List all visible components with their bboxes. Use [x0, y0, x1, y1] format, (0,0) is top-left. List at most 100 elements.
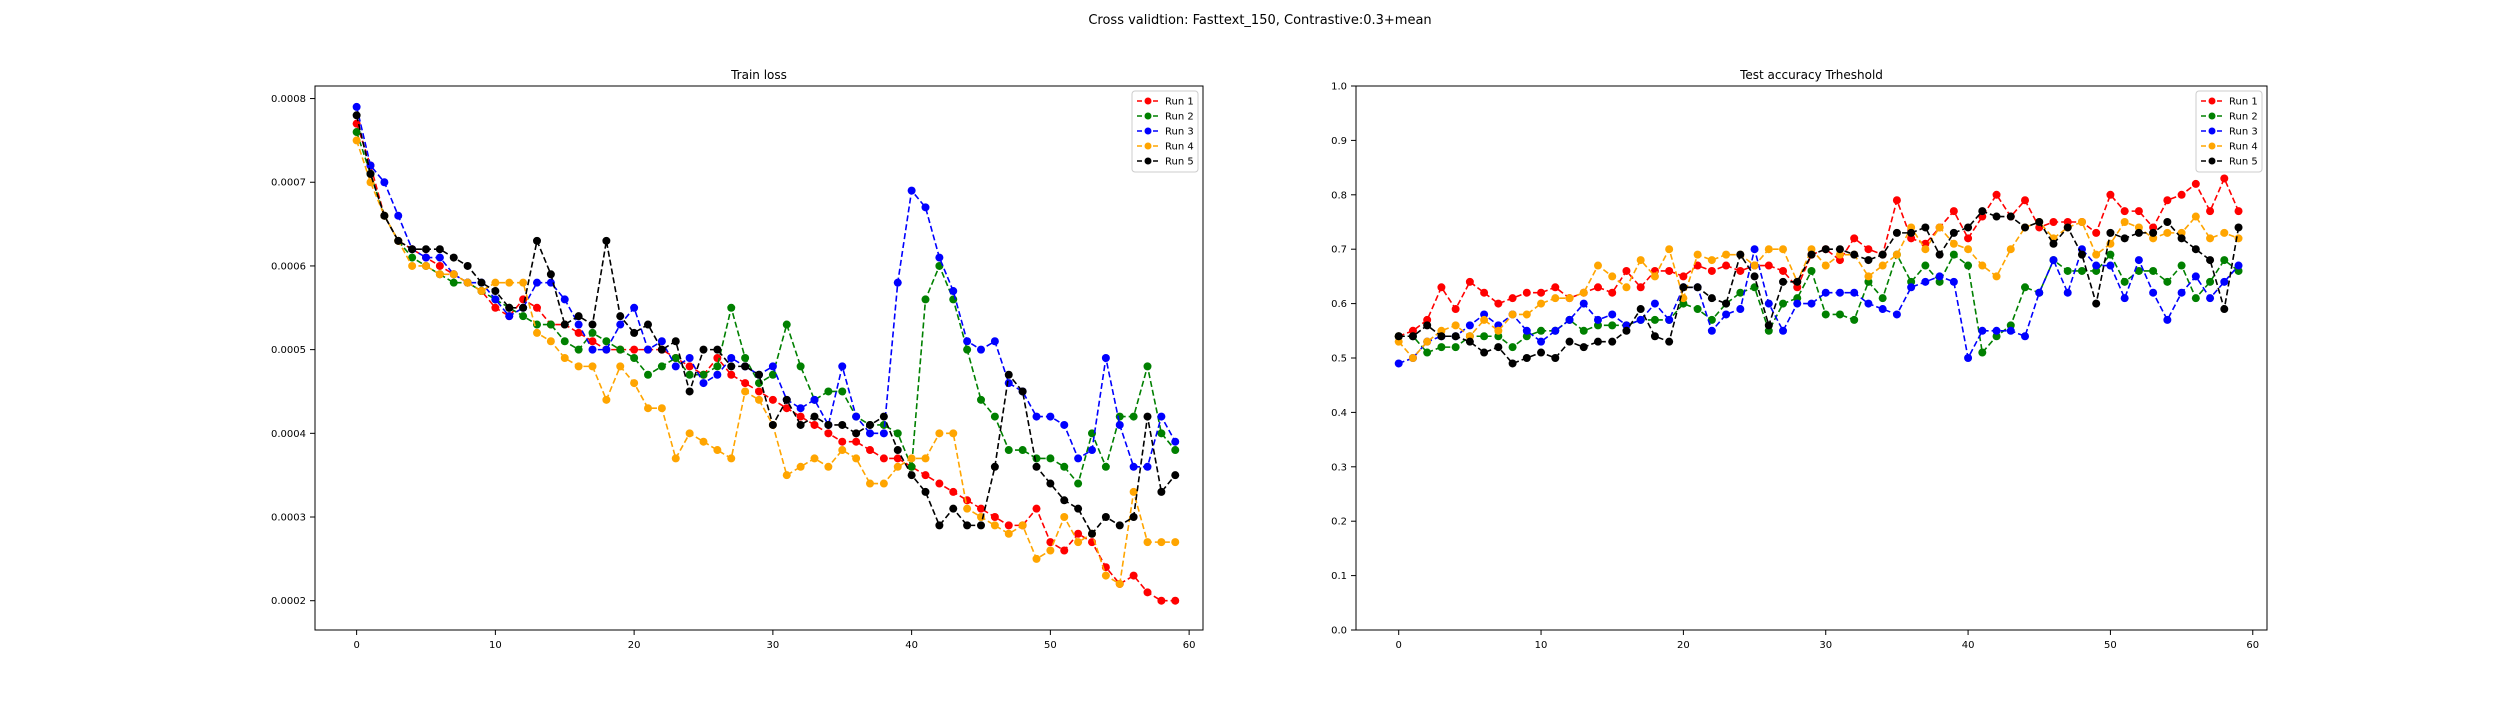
loss-data-point	[893, 462, 902, 471]
acc-data-point	[1878, 261, 1887, 270]
loss-data-point	[768, 395, 777, 404]
acc-data-point	[1480, 315, 1489, 324]
loss-data-point	[505, 303, 514, 312]
loss-data-point	[1115, 420, 1124, 429]
acc-data-point	[1764, 321, 1773, 330]
loss-data-point	[616, 345, 625, 354]
acc-data-point	[1650, 299, 1659, 308]
loss-data-point	[1129, 487, 1138, 496]
loss-data-point	[810, 454, 819, 463]
loss-legend-label: Run 3	[1165, 127, 1194, 138]
acc-data-point	[2120, 207, 2129, 216]
loss-data-point	[1143, 462, 1152, 471]
loss-x-tick-label: 20	[628, 640, 641, 651]
loss-data-point	[491, 287, 500, 296]
loss-data-point	[907, 462, 916, 471]
loss-data-point	[893, 454, 902, 463]
loss-chart-title: Train loss	[730, 68, 787, 82]
acc-data-point	[2206, 234, 2215, 243]
loss-x-tick-label: 50	[1044, 640, 1057, 651]
acc-data-point	[1779, 326, 1788, 335]
loss-data-point	[671, 337, 680, 346]
loss-data-point	[796, 462, 805, 471]
loss-data-point	[435, 261, 444, 270]
acc-data-point	[1878, 305, 1887, 314]
acc-data-point	[1821, 288, 1830, 297]
loss-data-point	[435, 253, 444, 262]
loss-data-point	[838, 362, 847, 371]
acc-data-point	[2006, 245, 2015, 254]
acc-data-point	[2120, 234, 2129, 243]
loss-data-point	[741, 362, 750, 371]
loss-data-point	[505, 278, 514, 287]
acc-data-point	[1437, 283, 1446, 292]
acc-data-point	[1779, 277, 1788, 286]
acc-data-point	[2106, 261, 2115, 270]
acc-y-tick-label: 0.0	[1331, 626, 1347, 637]
loss-data-point	[1018, 446, 1027, 455]
loss-data-point	[713, 354, 722, 362]
loss-x-tick-label: 30	[767, 640, 780, 651]
acc-data-point	[1522, 354, 1531, 362]
acc-data-point	[1494, 299, 1503, 308]
acc-data-point	[1508, 359, 1517, 368]
acc-data-point	[2021, 223, 2030, 232]
acc-data-point	[2206, 294, 2215, 303]
loss-data-point	[796, 404, 805, 413]
loss-data-point	[1129, 412, 1138, 421]
loss-data-point	[588, 328, 597, 337]
loss-data-point	[1171, 538, 1180, 547]
acc-data-point	[1707, 256, 1716, 265]
acc-data-point	[2163, 315, 2172, 324]
acc-data-point	[1750, 272, 1759, 281]
loss-x-tick-label: 0	[353, 640, 359, 651]
acc-data-point	[2106, 250, 2115, 259]
acc-data-point	[1850, 250, 1859, 259]
loss-data-point	[990, 462, 999, 471]
loss-data-point	[1157, 487, 1166, 496]
loss-series-line	[355, 115, 1176, 536]
loss-data-point	[1060, 462, 1069, 471]
acc-data-point	[1907, 228, 1916, 237]
acc-data-point	[1992, 272, 2001, 281]
loss-data-point	[727, 370, 736, 379]
loss-data-point	[866, 429, 874, 438]
acc-data-point	[2234, 261, 2243, 270]
acc-data-point	[1508, 294, 1517, 303]
loss-data-point	[657, 337, 666, 346]
loss-data-point	[574, 320, 583, 329]
acc-y-tick-label: 0.5	[1331, 354, 1347, 365]
acc-y-tick-label: 0.2	[1331, 517, 1347, 528]
loss-data-point	[1171, 437, 1180, 446]
loss-data-point	[671, 454, 680, 463]
loss-data-point	[1101, 513, 1110, 522]
loss-data-point	[824, 429, 833, 438]
acc-data-point	[1665, 315, 1674, 324]
acc-data-point	[2206, 277, 2215, 286]
loss-data-point	[519, 303, 528, 312]
loss-data-point	[602, 345, 611, 354]
acc-data-point	[1892, 310, 1901, 319]
acc-data-point	[1935, 250, 1944, 259]
acc-data-point	[2049, 256, 2058, 265]
acc-data-point	[1736, 288, 1745, 297]
acc-data-point	[1665, 266, 1674, 275]
acc-data-point	[1650, 332, 1659, 341]
acc-data-point	[1821, 310, 1830, 319]
loss-data-point	[838, 420, 847, 429]
loss-data-point	[1143, 362, 1152, 371]
acc-plot-frame	[1355, 85, 2268, 631]
acc-data-point	[1451, 305, 1460, 314]
acc-data-point	[2177, 190, 2186, 199]
acc-data-point	[1707, 266, 1716, 275]
acc-data-point	[1736, 250, 1745, 259]
loss-data-point	[1018, 387, 1027, 396]
acc-data-point	[1522, 288, 1531, 297]
acc-data-point	[2021, 283, 2030, 292]
acc-data-point	[1665, 245, 1674, 254]
loss-data-point	[1046, 546, 1055, 555]
acc-data-point	[2149, 266, 2158, 275]
loss-data-point	[1032, 554, 1041, 563]
acc-y-tick-label: 0.3	[1331, 462, 1347, 473]
acc-x-tick-label: 60	[2246, 640, 2259, 651]
